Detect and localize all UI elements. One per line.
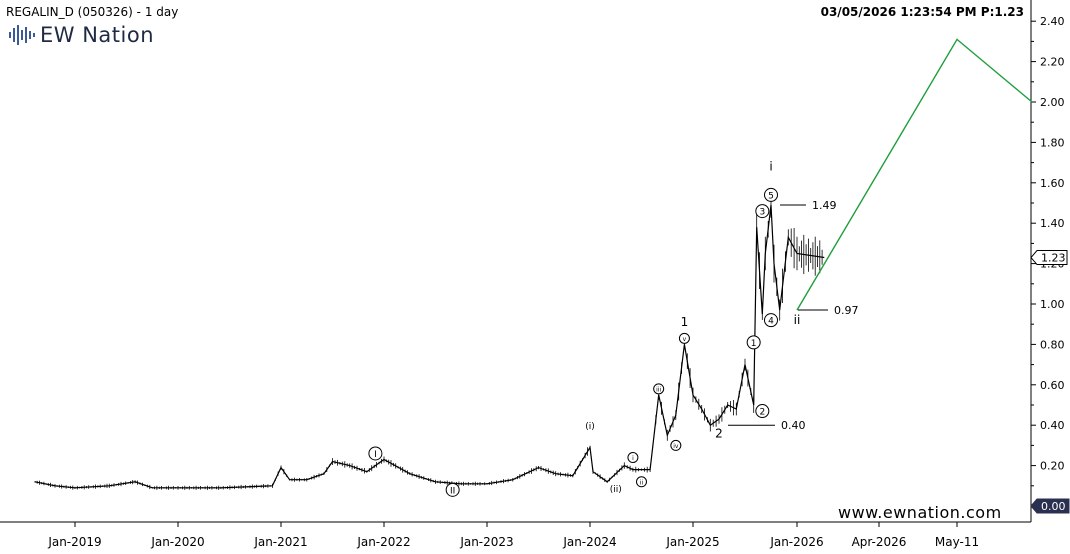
y-tick-label: 0.40 <box>1040 419 1065 432</box>
wave-label-circle <box>755 404 770 419</box>
wave-label: (ii) <box>610 485 622 495</box>
x-tick-label: Jan-2022 <box>356 535 410 549</box>
x-tick-label: Jan-2023 <box>459 535 513 549</box>
x-tick-label: Jan-2026 <box>769 535 823 549</box>
ewnation-logo: EW Nation <box>8 22 154 48</box>
level-label: 1.49 <box>812 199 837 212</box>
level-label: 0.40 <box>781 419 806 432</box>
x-tick-label: Jan-2020 <box>150 535 204 549</box>
wave-label: 1 <box>751 339 757 349</box>
wave-label: 2 <box>759 408 765 418</box>
wave-label: 2 <box>715 426 723 440</box>
wave-label: I <box>374 450 377 460</box>
wave-label: 4 <box>768 317 774 327</box>
wave-label: iii <box>656 386 661 393</box>
wave-label: 3 <box>759 208 765 218</box>
zero-price-label: 0.00 <box>1041 500 1066 513</box>
last-price-label: 1.23 <box>1041 252 1066 265</box>
level-label: 0.97 <box>834 304 859 317</box>
price-series-line <box>34 204 825 489</box>
wave-label-circle <box>627 452 639 464</box>
timestamp-price: 03/05/2026 1:23:54 PM P:1.23 <box>820 5 1024 19</box>
wave-label: 1 <box>681 315 689 329</box>
y-tick-label: 2.40 <box>1040 15 1065 28</box>
zero-price-marker <box>1030 498 1070 514</box>
wave-label-circle <box>746 335 761 350</box>
x-tick-label: Jan-2025 <box>665 535 719 549</box>
wave-label: ii <box>640 479 644 486</box>
wave-label-circle <box>678 332 690 344</box>
wave-label-circle <box>670 439 682 451</box>
y-tick-label: 0.20 <box>1040 460 1065 473</box>
wave-label: i <box>769 160 772 174</box>
wave-label: (i) <box>585 422 595 432</box>
y-tick-label: 0.60 <box>1040 379 1065 392</box>
last-price-marker <box>1030 250 1068 266</box>
y-tick-label: 1.80 <box>1040 136 1065 149</box>
y-tick-label: 0.80 <box>1040 338 1065 351</box>
y-tick-label: 1.40 <box>1040 217 1065 230</box>
wave-label-circle <box>764 187 778 202</box>
wave-label-circle <box>368 446 383 461</box>
wave-label-circle <box>653 383 665 395</box>
wave-label: i <box>632 455 634 462</box>
x-tick-label: Apr-2026 <box>852 535 907 549</box>
wave-label-circle <box>636 476 647 488</box>
y-tick-label: 1.00 <box>1040 298 1065 311</box>
y-tick-label: 2.20 <box>1040 56 1065 69</box>
wave-label: v <box>683 336 687 343</box>
x-tick-label: May-11 <box>935 535 979 549</box>
logo-wave-icon <box>9 25 35 45</box>
wave-label: iv <box>673 443 679 450</box>
x-tick-label: Jan-2019 <box>47 535 101 549</box>
chart-title: REGALIN_D (050326) - 1 day <box>6 5 179 19</box>
wave-label-circle <box>764 313 778 328</box>
wave-label-circle <box>755 204 770 219</box>
wave-label-circle <box>445 482 460 497</box>
wave-label: 5 <box>768 191 774 201</box>
x-tick-label: Jan-2021 <box>253 535 307 549</box>
logo-text: EW Nation <box>40 23 155 47</box>
wave-label: ii <box>794 313 801 327</box>
watermark-url: www.ewnation.com <box>838 503 1002 522</box>
y-tick-label: 2.00 <box>1040 96 1065 109</box>
wave-label: II <box>450 486 455 496</box>
projection-line <box>796 38 1033 311</box>
y-tick-label: 1.60 <box>1040 177 1065 190</box>
x-tick-label: Jan-2024 <box>562 535 616 549</box>
